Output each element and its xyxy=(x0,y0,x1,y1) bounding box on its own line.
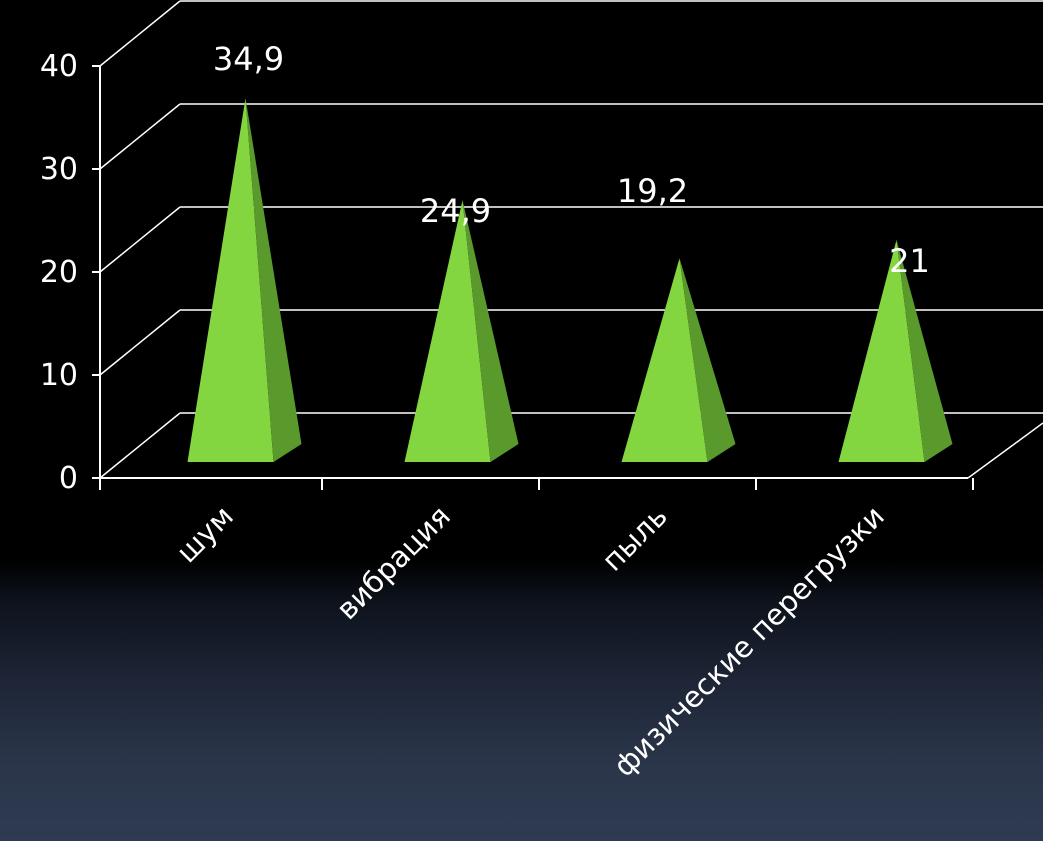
y-tick-label: 0 xyxy=(59,461,78,496)
pyramid-bar xyxy=(838,239,953,462)
data-label: 24,9 xyxy=(420,192,491,230)
pyramid-side-face xyxy=(245,98,302,463)
pyramid-side-face xyxy=(896,239,953,462)
y-tick-label: 10 xyxy=(40,358,78,393)
pyramid-bar xyxy=(187,98,302,463)
pyramid-side-face xyxy=(679,258,736,462)
y-tick-label: 20 xyxy=(40,255,78,290)
pyramid-side-face xyxy=(462,200,519,462)
y-tick-label: 30 xyxy=(40,152,78,187)
data-label: 19,2 xyxy=(617,172,688,210)
category-label: пыль xyxy=(595,499,674,578)
pyramid-front-face xyxy=(621,258,708,462)
data-label: 34,9 xyxy=(213,40,284,78)
gridline-side xyxy=(99,309,181,376)
pyramid-front-face xyxy=(404,200,491,462)
data-label: 21 xyxy=(889,242,930,280)
pyramid-bar xyxy=(621,258,736,462)
gridline-side xyxy=(99,206,181,273)
gridline-side xyxy=(99,103,181,170)
y-tick-labels: 0 10 20 30 40 xyxy=(40,49,78,496)
pyramid-bars xyxy=(187,98,953,463)
pyramid-front-face xyxy=(838,239,925,462)
floor-right-edge xyxy=(967,422,1043,479)
gridline-side xyxy=(99,0,181,67)
pyramid-bar xyxy=(404,200,519,462)
gridline-side xyxy=(99,412,181,479)
data-labels: 34,9 24,9 19,2 21 xyxy=(213,40,930,280)
axes xyxy=(92,65,974,490)
y-tick-label: 40 xyxy=(40,49,78,84)
category-label: вибрация xyxy=(330,499,457,626)
pyramid-front-face xyxy=(187,98,274,463)
category-label: шум xyxy=(170,499,240,569)
